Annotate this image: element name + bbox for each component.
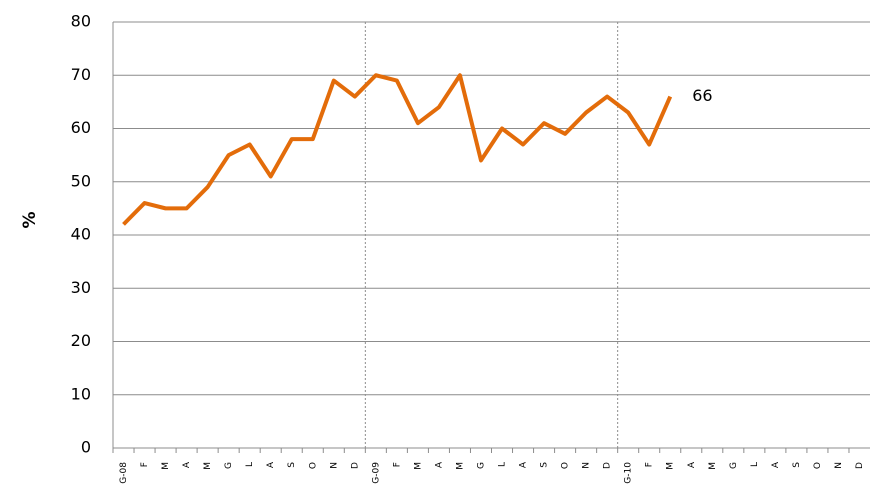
y-tick-label: 20 (71, 331, 91, 350)
x-tick-label: M (413, 462, 423, 470)
x-tick-label: G-09 (371, 462, 381, 484)
x-tick-label: L (750, 462, 760, 467)
x-tick-label: S (287, 462, 297, 468)
data-label: 66 (692, 86, 712, 105)
x-tick-label: G (476, 462, 486, 469)
x-tick-label: G-08 (119, 462, 129, 484)
y-tick-label: 50 (71, 171, 91, 190)
x-tick-label: F (392, 462, 402, 467)
x-tick-label: N (834, 462, 844, 469)
y-tick-label: 40 (71, 225, 91, 244)
x-tick-label: O (813, 462, 823, 469)
y-tick-label: 80 (71, 12, 91, 31)
x-tick-label: A (182, 461, 192, 468)
x-tick-label: N (582, 462, 592, 469)
x-tick-label: S (792, 462, 802, 468)
x-tick-label: F (140, 462, 150, 467)
x-tick-label: M (161, 462, 171, 470)
x-tick-label: M (666, 462, 676, 470)
x-tick-label: G-10 (624, 462, 634, 484)
y-tick-label: 70 (71, 65, 91, 84)
x-tick-label: D (350, 462, 360, 469)
x-tick-label: M (708, 462, 718, 470)
y-tick-label: 60 (71, 118, 91, 137)
y-tick-label: 10 (71, 384, 91, 403)
x-tick-label: S (540, 462, 550, 468)
x-tick-label: G (224, 462, 234, 469)
x-tick-label: A (687, 461, 697, 468)
x-tick-label: N (329, 462, 339, 469)
x-tick-label: D (855, 462, 865, 469)
x-tick-label: F (645, 462, 655, 467)
y-axis-label: % (20, 211, 40, 228)
x-tick-label: M (203, 462, 213, 470)
x-tick-label: O (561, 462, 571, 469)
x-tick-label: A (266, 461, 276, 468)
x-tick-label: L (245, 462, 255, 467)
x-tick-label: A (519, 461, 529, 468)
y-tick-label: 30 (71, 278, 91, 297)
x-tick-label: A (771, 461, 781, 468)
x-tick-label: L (498, 462, 508, 467)
x-tick-label: M (455, 462, 465, 470)
x-tick-label: G (729, 462, 739, 469)
line (122, 73, 673, 226)
y-tick-label: 0 (81, 438, 91, 457)
x-tick-label: A (434, 461, 444, 468)
x-tick-label: D (603, 462, 613, 469)
x-tick-label: O (308, 462, 318, 469)
